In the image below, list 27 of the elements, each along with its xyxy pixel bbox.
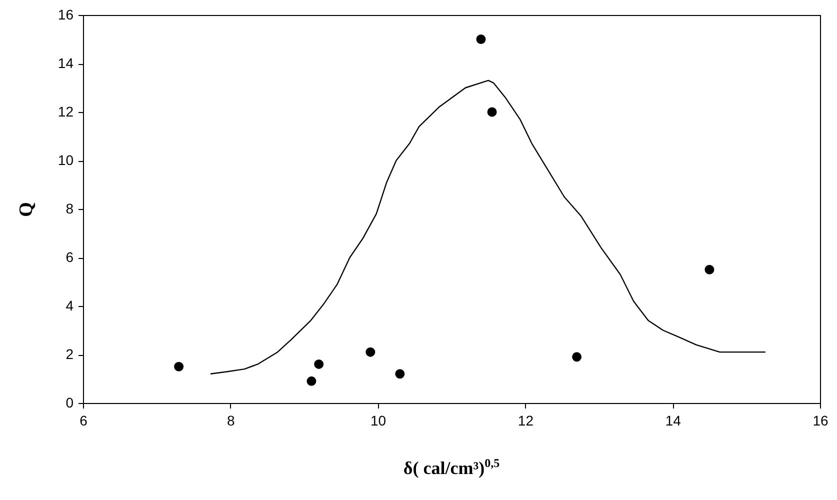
y-tick-label: 2 bbox=[66, 346, 74, 362]
point bbox=[487, 107, 497, 117]
y-tick-label: 12 bbox=[58, 104, 74, 120]
point bbox=[572, 352, 582, 362]
point bbox=[704, 264, 714, 274]
x-tick-label: 14 bbox=[665, 412, 682, 428]
point bbox=[476, 34, 486, 44]
x-tick-label: 16 bbox=[812, 412, 828, 428]
y-tick-label: 16 bbox=[58, 6, 74, 22]
y-tick-label: 14 bbox=[58, 55, 74, 71]
y-tick-label: 10 bbox=[58, 152, 74, 168]
point bbox=[174, 362, 184, 372]
y-tick-label: 4 bbox=[66, 298, 74, 314]
line-series bbox=[210, 80, 766, 374]
point bbox=[314, 359, 324, 369]
x-tick-label: 12 bbox=[518, 412, 534, 428]
x-tick-label: 10 bbox=[370, 412, 386, 428]
y-axis-title: Q bbox=[16, 202, 37, 217]
y-tick-label: 6 bbox=[66, 249, 74, 265]
y-tick-label: 0 bbox=[66, 394, 74, 410]
x-tick-label: 8 bbox=[227, 412, 235, 428]
x-axis-title: δ( cal/cm³)$^{0,5}$ bbox=[402, 455, 501, 479]
x-tick-label: 6 bbox=[80, 412, 88, 428]
point bbox=[306, 376, 316, 386]
point bbox=[395, 369, 405, 379]
point bbox=[366, 347, 376, 357]
y-tick-label: 8 bbox=[66, 200, 74, 216]
